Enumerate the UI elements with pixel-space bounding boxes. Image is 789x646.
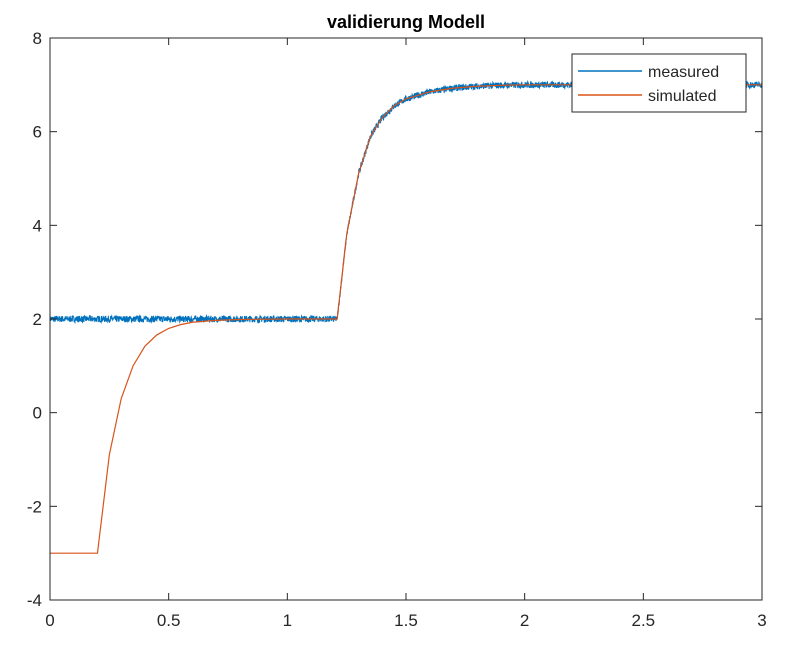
x-tick-label: 2 (520, 611, 529, 630)
x-tick-label: 0 (45, 611, 54, 630)
ticks-layer: 0 0.5 1 1.5 2 2.5 3 -4 -2 0 2 4 6 8 (27, 29, 767, 630)
series-line-measured (49, 79, 763, 325)
y-tick-label: 0 (33, 404, 42, 423)
series-layer (49, 79, 763, 554)
y-tick-label: 6 (33, 123, 42, 142)
y-tick-label: -2 (27, 497, 42, 516)
x-tick-label: 3 (757, 611, 766, 630)
y-tick-label: -4 (27, 591, 42, 610)
chart-title: validierung Modell (327, 12, 485, 32)
legend-entry-simulated: simulated (648, 88, 716, 105)
legend: measured simulated (571, 53, 747, 113)
x-tick-label: 1.5 (394, 611, 418, 630)
y-tick-label: 4 (33, 216, 42, 235)
legend-box (571, 53, 747, 113)
x-tick-label: 2.5 (632, 611, 656, 630)
x-tick-label: 1 (283, 611, 292, 630)
x-tick-label: 0.5 (157, 611, 181, 630)
y-tick-label: 8 (33, 29, 42, 48)
y-tick-label: 2 (33, 310, 42, 329)
series-line-simulated (50, 84, 762, 554)
legend-entry-measured: measured (648, 64, 719, 81)
